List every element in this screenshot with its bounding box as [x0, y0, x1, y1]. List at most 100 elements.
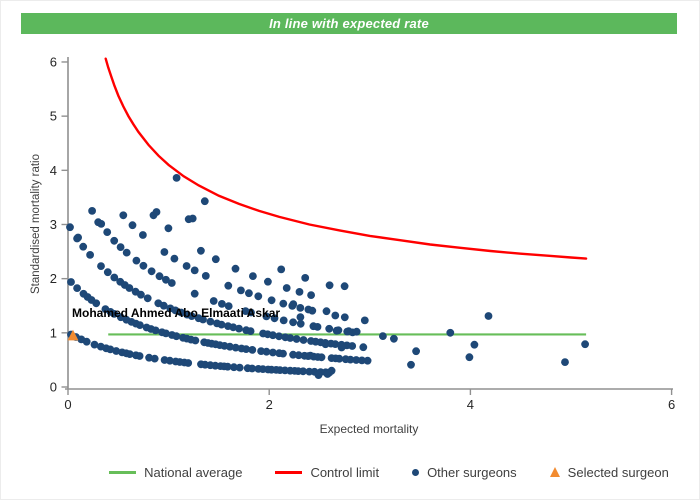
other-surgeon-point[interactable] [346, 355, 355, 364]
other-surgeon-point[interactable] [407, 360, 415, 369]
other-surgeon-point[interactable] [229, 323, 238, 332]
other-surgeon-point[interactable] [217, 320, 226, 329]
other-surgeon-point[interactable] [304, 305, 313, 314]
other-surgeon-point[interactable] [177, 308, 186, 317]
other-surgeon-point[interactable] [224, 281, 233, 290]
other-surgeon-point[interactable] [358, 356, 366, 365]
other-surgeon-point[interactable] [235, 324, 243, 333]
other-surgeon-point[interactable] [286, 334, 295, 342]
other-surgeon-point[interactable] [166, 356, 174, 365]
other-surgeon-point[interactable] [306, 351, 315, 360]
other-surgeon-point[interactable] [248, 364, 256, 373]
other-surgeon-point[interactable] [360, 316, 369, 325]
other-surgeon-point[interactable] [190, 289, 199, 298]
other-surgeon-point[interactable] [224, 302, 233, 310]
other-surgeon-point[interactable] [322, 307, 331, 316]
other-surgeon-point[interactable] [231, 264, 240, 273]
other-surgeon-point[interactable] [128, 221, 137, 230]
other-surgeon-point[interactable] [191, 336, 200, 345]
other-surgeon-point[interactable] [88, 207, 96, 215]
other-surgeon-point[interactable] [103, 228, 112, 237]
other-surgeon-point[interactable] [248, 346, 257, 354]
other-surgeon-point[interactable] [155, 272, 164, 281]
other-surgeon-point[interactable] [197, 246, 205, 255]
other-surgeon-point[interactable] [294, 351, 303, 360]
other-surgeon-point[interactable] [190, 266, 199, 275]
other-surgeon-point[interactable] [150, 354, 159, 363]
other-surgeon-point[interactable] [162, 329, 170, 338]
other-surgeon-point[interactable] [211, 255, 220, 264]
other-surgeon-point[interactable] [139, 261, 148, 270]
other-surgeon-point[interactable] [159, 301, 168, 310]
other-surgeon-point[interactable] [230, 363, 238, 372]
other-surgeon-point[interactable] [182, 262, 191, 270]
other-surgeon-point[interactable] [325, 324, 334, 333]
other-surgeon-point[interactable] [92, 299, 101, 308]
other-surgeon-point[interactable] [344, 327, 353, 336]
other-surgeon-point[interactable] [137, 290, 145, 299]
other-surgeon-point[interactable] [348, 342, 357, 350]
other-surgeon-point[interactable] [254, 292, 263, 301]
other-surgeon-point[interactable] [390, 334, 398, 343]
other-surgeon-point[interactable] [296, 313, 305, 321]
other-surgeon-point[interactable] [299, 336, 308, 344]
other-surgeon-point[interactable] [313, 323, 322, 331]
other-surgeon-point[interactable] [201, 272, 210, 280]
other-surgeon-point[interactable] [125, 284, 134, 292]
other-surgeon-point[interactable] [301, 274, 310, 282]
other-surgeon-point[interactable] [352, 356, 361, 364]
other-surgeon-point[interactable] [187, 312, 196, 320]
other-surgeon-point[interactable] [340, 313, 349, 322]
other-surgeon-point[interactable] [139, 231, 147, 239]
other-surgeon-point[interactable] [223, 362, 232, 371]
other-surgeon-point[interactable] [561, 358, 569, 366]
other-surgeon-point[interactable] [135, 352, 144, 360]
other-surgeon-point[interactable] [97, 220, 106, 228]
selected-surgeon-marker[interactable] [67, 329, 79, 341]
other-surgeon-point[interactable] [352, 327, 361, 336]
other-surgeon-point[interactable] [296, 319, 305, 328]
other-surgeon-point[interactable] [279, 299, 288, 308]
other-surgeon-point[interactable] [289, 350, 297, 359]
other-surgeon-point[interactable] [307, 291, 315, 299]
other-surgeon-point[interactable] [335, 354, 344, 363]
other-surgeon-point[interactable] [270, 314, 279, 323]
other-surgeon-point[interactable] [90, 340, 99, 349]
other-surgeon-point[interactable] [218, 300, 226, 308]
other-surgeon-point[interactable] [206, 317, 215, 326]
other-surgeon-point[interactable] [110, 236, 119, 245]
other-surgeon-point[interactable] [112, 347, 121, 355]
other-surgeon-point[interactable] [279, 349, 287, 358]
other-surgeon-point[interactable] [247, 308, 255, 317]
other-surgeon-point[interactable] [86, 251, 94, 259]
other-surgeon-point[interactable] [363, 356, 372, 365]
other-surgeon-point[interactable] [152, 208, 161, 216]
other-surgeon-point[interactable] [170, 254, 179, 263]
other-surgeon-point[interactable] [67, 278, 75, 286]
other-surgeon-point[interactable] [110, 310, 119, 318]
other-surgeon-point[interactable] [277, 265, 286, 274]
other-surgeon-point[interactable] [97, 262, 105, 270]
other-surgeon-point[interactable] [116, 243, 125, 252]
other-surgeon-point[interactable] [446, 328, 455, 337]
other-surgeon-point[interactable] [245, 289, 253, 298]
other-surgeon-point[interactable] [172, 174, 181, 182]
other-surgeon-point[interactable] [331, 311, 340, 320]
other-surgeon-point[interactable] [289, 300, 298, 308]
other-surgeon-point[interactable] [151, 326, 160, 335]
other-surgeon-point[interactable] [249, 272, 257, 280]
other-surgeon-point[interactable] [275, 332, 283, 341]
other-surgeon-point[interactable] [465, 353, 474, 362]
other-surgeon-point[interactable] [184, 359, 193, 367]
other-surgeon-point[interactable] [340, 282, 349, 291]
other-surgeon-point[interactable] [147, 267, 156, 276]
other-surgeon-point[interactable] [164, 224, 173, 233]
other-surgeon-point[interactable] [470, 340, 479, 349]
other-surgeon-point[interactable] [188, 214, 197, 223]
other-surgeon-point[interactable] [231, 343, 240, 352]
other-surgeon-point[interactable] [296, 304, 305, 312]
other-surgeon-point[interactable] [110, 273, 119, 282]
other-surgeon-point[interactable] [119, 211, 128, 220]
other-surgeon-point[interactable] [262, 347, 271, 356]
other-surgeon-point[interactable] [279, 316, 288, 325]
